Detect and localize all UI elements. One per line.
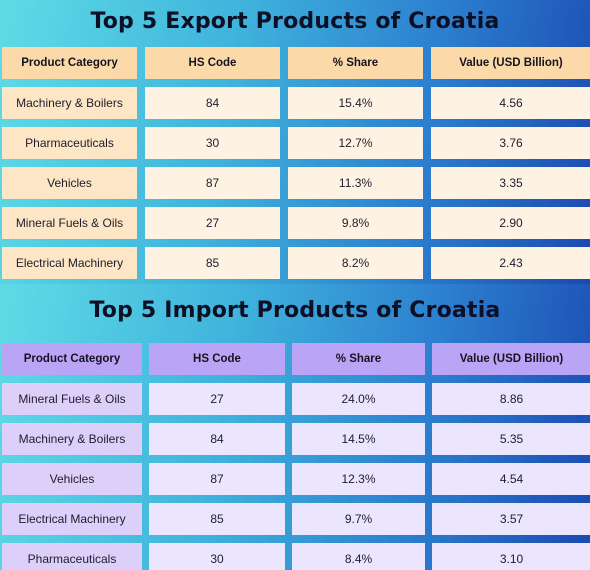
import-row-4-product: Electrical Machinery [2,503,142,535]
import-row-5-product: Pharmaceuticals [2,543,142,570]
export-row-5-hs-code: 85 [145,247,280,279]
export-header-value: Value (USD Billion) [431,47,590,79]
import-row-5-value: 3.10 [432,543,590,570]
export-row-1-value: 4.56 [431,87,590,119]
export-row-4-product: Mineral Fuels & Oils [2,207,137,239]
export-row-4-share: 9.8% [288,207,423,239]
export-row-5-value: 2.43 [431,247,590,279]
export-row-3-hs-code: 87 [145,167,280,199]
export-header-product-category: Product Category [2,47,137,79]
import-row-3-hs-code: 87 [149,463,285,495]
export-row-2-value: 3.76 [431,127,590,159]
export-row-5-product: Electrical Machinery [2,247,137,279]
export-row-5-share: 8.2% [288,247,423,279]
export-panel: Top 5 Export Products of Croatia Product… [0,0,590,284]
import-row-2-value: 5.35 [432,423,590,455]
import-row-1-share: 24.0% [292,383,425,415]
export-row-1-hs-code: 84 [145,87,280,119]
import-row-3-share: 12.3% [292,463,425,495]
import-panel: Top 5 Import Products of Croatia Product… [0,284,590,570]
export-row-1-share: 15.4% [288,87,423,119]
import-row-3-value: 4.54 [432,463,590,495]
import-row-2-hs-code: 84 [149,423,285,455]
export-row-4-hs-code: 27 [145,207,280,239]
import-row-1-product: Mineral Fuels & Oils [2,383,142,415]
export-row-1-product: Machinery & Boilers [2,87,137,119]
import-title: Top 5 Import Products of Croatia [89,298,501,323]
export-header-share: % Share [288,47,423,79]
import-row-2-product: Machinery & Boilers [2,423,142,455]
import-row-2-share: 14.5% [292,423,425,455]
import-row-3-product: Vehicles [2,463,142,495]
export-row-3-share: 11.3% [288,167,423,199]
export-row-3-product: Vehicles [2,167,137,199]
import-row-4-hs-code: 85 [149,503,285,535]
export-row-2-product: Pharmaceuticals [2,127,137,159]
export-title: Top 5 Export Products of Croatia [90,9,500,34]
import-header-value: Value (USD Billion) [432,343,590,375]
import-row-4-value: 3.57 [432,503,590,535]
import-header-product-category: Product Category [2,343,142,375]
import-header-hs-code: HS Code [149,343,285,375]
import-row-1-value: 8.86 [432,383,590,415]
export-row-3-value: 3.35 [431,167,590,199]
export-row-2-share: 12.7% [288,127,423,159]
export-row-2-hs-code: 30 [145,127,280,159]
export-row-4-value: 2.90 [431,207,590,239]
import-row-1-hs-code: 27 [149,383,285,415]
export-header-hs-code: HS Code [145,47,280,79]
import-row-4-share: 9.7% [292,503,425,535]
import-header-share: % Share [292,343,425,375]
import-row-5-hs-code: 30 [149,543,285,570]
import-row-5-share: 8.4% [292,543,425,570]
